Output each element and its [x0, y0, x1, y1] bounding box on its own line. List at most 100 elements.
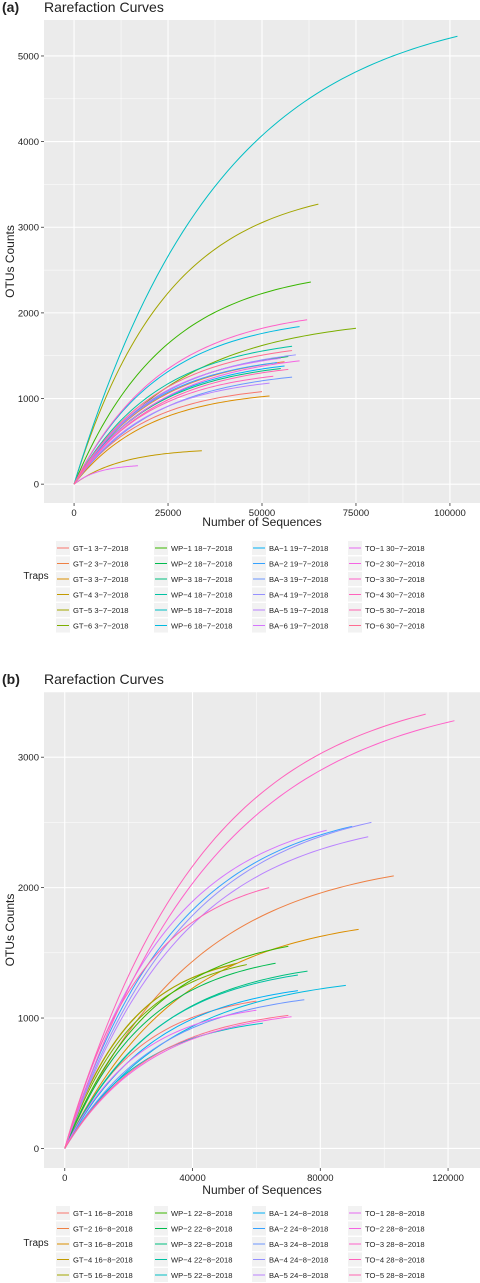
legend-label: TO−4 28−8−2018 [365, 1256, 425, 1265]
legend: Traps GT−1 16−8−2018 GT−2 16−8−2018 GT−3 16… [23, 1206, 425, 1282]
legend-label: TO−5 30−7−2018 [365, 606, 425, 615]
curve-TO−1 30−7−2018 [73, 465, 138, 485]
legend-label: BA−4 24−8−2018 [269, 1256, 328, 1265]
curve-BA−2 24−8−2018 [64, 825, 353, 1149]
curve-WP−4 18−7−2018 [73, 345, 293, 485]
y-tick-label: 1000 [18, 394, 39, 405]
legend-label: GT−3 3−7−2018 [73, 575, 129, 584]
curve-WP−6 22−8−2018 [64, 984, 346, 1149]
y-tick-label: 1000 [18, 1014, 39, 1025]
legend-label: GT−4 16−8−2018 [73, 1256, 133, 1265]
x-tick-label: 50000 [249, 508, 275, 519]
legend-label: WP−2 18−7−2018 [171, 560, 232, 569]
legend-label: WP−5 18−7−2018 [171, 606, 232, 615]
curve-BA−5 24−8−2018 [64, 836, 369, 1149]
x-axis-label: Number of Sequences [202, 1183, 321, 1197]
x-tick-label: 40000 [179, 1173, 205, 1184]
y-tick-label: 0 [34, 1144, 39, 1155]
legend-label: WP−3 22−8−2018 [171, 1240, 232, 1249]
y-tick-label: 5000 [18, 51, 39, 62]
legend-label: BA−5 24−8−2018 [269, 1271, 328, 1280]
legend-label: WP−6 18−7−2018 [171, 622, 232, 631]
curve-TO−4 28−8−2018 [64, 713, 426, 1149]
curve-GT−5 3−7−2018 [73, 203, 319, 485]
x-axis-label: Number of Sequences [202, 515, 321, 529]
curve-BA−1 24−8−2018 [64, 990, 299, 1149]
legend-label: GT−4 3−7−2018 [73, 591, 129, 600]
legend-label: BA−1 24−8−2018 [269, 1209, 328, 1218]
legend: Traps GT−1 3−7−2018 GT−2 3−7−2018 GT−3 3−7−… [23, 541, 425, 633]
curve-WP−4 22−8−2018 [64, 974, 299, 1149]
x-tick-label: 0 [71, 508, 76, 519]
x-tick-label: 80000 [307, 1173, 333, 1184]
legend-label: WP−1 18−7−2018 [171, 544, 232, 553]
panel-label: (b) [2, 671, 20, 687]
curve-GT−3 3−7−2018 [73, 395, 270, 485]
legend-label: TO−6 30−7−2018 [365, 622, 425, 631]
legend-label: TO−5 28−8−2018 [365, 1271, 425, 1280]
curve-GT−6 16−8−2018 [64, 964, 247, 1149]
curve-TO−6 28−8−2018 [64, 1014, 289, 1149]
legend-label: TO−1 30−7−2018 [365, 544, 425, 553]
chart-title: Rarefaction Curves [44, 0, 164, 15]
curve-TO−5 28−8−2018 [64, 887, 270, 1149]
curve-WP−1 18−7−2018 [73, 281, 311, 485]
curve-BA−5 19−7−2018 [73, 382, 270, 485]
legend-label: TO−3 28−8−2018 [365, 1240, 425, 1249]
legend-label: BA−3 24−8−2018 [269, 1240, 328, 1249]
chart-title: Rarefaction Curves [44, 671, 164, 687]
legend-label: WP−1 22−8−2018 [171, 1209, 232, 1218]
legend-label: BA−6 19−7−2018 [269, 622, 328, 631]
legend-label: GT−5 16−8−2018 [73, 1271, 133, 1280]
y-axis-label: OTUs Counts [3, 225, 17, 298]
legend-label: WP−4 18−7−2018 [171, 591, 232, 600]
x-tick-label: 75000 [343, 508, 369, 519]
legend-label: BA−2 24−8−2018 [269, 1225, 328, 1234]
x-tick-label: 120000 [432, 1173, 464, 1184]
y-tick-label: 3000 [18, 753, 39, 764]
legend-label: BA−4 19−7−2018 [269, 591, 328, 600]
y-tick-label: 2000 [18, 308, 39, 319]
legend-label: WP−2 22−8−2018 [171, 1225, 232, 1234]
curve-BA−3 24−8−2018 [64, 999, 305, 1149]
legend-label: GT−5 3−7−2018 [73, 606, 129, 615]
legend-label: TO−2 30−7−2018 [365, 560, 425, 569]
y-tick-label: 4000 [18, 137, 39, 148]
curve-TO−3 30−7−2018 [73, 319, 308, 485]
legend-label: BA−2 19−7−2018 [269, 560, 328, 569]
panel-label: (a) [2, 0, 19, 15]
curve-WP−6 18−7−2018 [73, 326, 300, 485]
curve-WP−1 22−8−2018 [64, 945, 289, 1149]
legend-label: GT−1 16−8−2018 [73, 1209, 133, 1218]
legend-label: BA−3 19−7−2018 [269, 575, 328, 584]
curve-BA−3 19−7−2018 [73, 376, 293, 485]
curve-TO−1 28−8−2018 [64, 1009, 257, 1149]
legend-label: GT−2 3−7−2018 [73, 560, 129, 569]
legend-title: Traps [23, 1238, 48, 1249]
curve-GT−1 3−7−2018 [73, 391, 263, 485]
curve-TO−6 30−7−2018 [73, 350, 293, 485]
legend-label: GT−6 3−7−2018 [73, 622, 129, 631]
legend-label: GT−2 16−8−2018 [73, 1225, 133, 1234]
curve-TO−2 28−8−2018 [64, 1016, 292, 1149]
legend-label: TO−1 28−8−2018 [365, 1209, 425, 1218]
curve-GT−4 3−7−2018 [73, 450, 202, 485]
y-axis-label: OTUs Counts [3, 894, 17, 967]
curve-TO−3 28−8−2018 [64, 720, 455, 1149]
x-tick-label: 100000 [434, 508, 466, 519]
curve-TO−2 30−7−2018 [73, 360, 300, 485]
plot-background [44, 692, 480, 1168]
curve-BA−4 24−8−2018 [64, 821, 372, 1149]
y-tick-label: 3000 [18, 223, 39, 234]
legend-label: WP−3 18−7−2018 [171, 575, 232, 584]
legend-title: Traps [23, 571, 48, 582]
legend-label: BA−5 19−7−2018 [269, 606, 328, 615]
legend-label: WP−5 22−8−2018 [171, 1271, 232, 1280]
legend-label: TO−4 30−7−2018 [365, 591, 425, 600]
y-tick-label: 0 [34, 480, 39, 491]
y-tick-label: 2000 [18, 883, 39, 894]
x-tick-label: 0 [62, 1173, 67, 1184]
curve-BA−4 19−7−2018 [73, 354, 296, 485]
